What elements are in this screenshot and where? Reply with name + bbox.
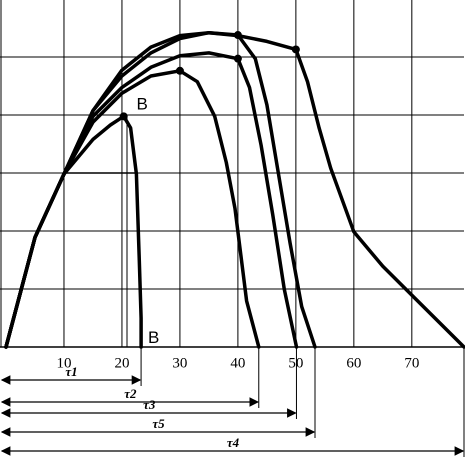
curve (4, 51, 299, 349)
point (291, 45, 300, 54)
point (233, 31, 242, 40)
interval-label: τ2 (124, 386, 137, 401)
curve (4, 69, 261, 349)
interval-label: τ5 (152, 416, 165, 431)
curve (4, 30, 465, 349)
interval-label: τ3 (143, 397, 156, 412)
x-tick-label: 20 (114, 355, 129, 371)
interval-label: τ1 (65, 364, 77, 379)
x-tick-label: 60 (346, 355, 361, 371)
interval-label: τ4 (227, 435, 240, 450)
x-tick-label: 70 (404, 355, 419, 371)
point (119, 112, 128, 121)
annotation: B (148, 328, 159, 347)
x-tick-label: 10 (56, 355, 71, 371)
point (175, 66, 184, 75)
x-tick-label: 40 (230, 355, 245, 371)
x-tick-label: 50 (288, 355, 303, 371)
x-tick-label: 30 (172, 355, 187, 371)
annotation: B (136, 94, 147, 113)
point (233, 54, 242, 63)
